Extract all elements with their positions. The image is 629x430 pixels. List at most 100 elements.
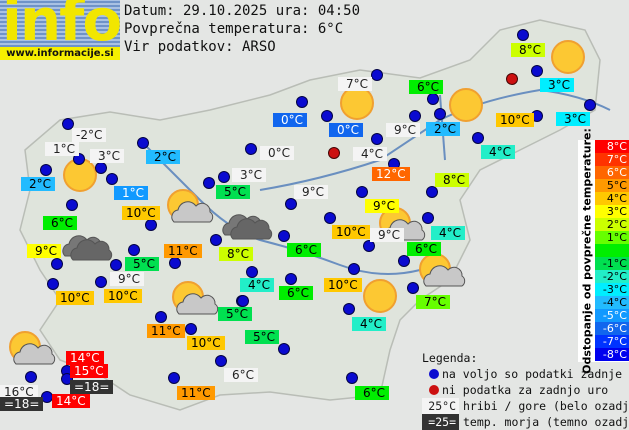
station-temperature-label: 2°C — [21, 177, 55, 191]
station-dot[interactable] — [371, 69, 383, 81]
legend-mountain: hribi / gore (belo ozadje) — [463, 399, 629, 413]
site-url[interactable]: www.informacije.si — [0, 47, 120, 60]
river — [259, 88, 611, 191]
station-dot[interactable] — [25, 371, 37, 383]
station-dot[interactable] — [137, 137, 149, 149]
station-dot[interactable] — [168, 372, 180, 384]
partly-cloudy-icon — [167, 189, 214, 223]
sun-icon — [449, 88, 483, 122]
station-temperature-label: 6°C — [43, 216, 77, 230]
station-dot[interactable] — [321, 110, 333, 122]
station-dot[interactable] — [407, 282, 419, 294]
station-temperature-label: 9°C — [365, 199, 399, 213]
station-temperature-label: 10°C — [496, 113, 534, 127]
station-dot[interactable] — [106, 173, 118, 185]
mountain-temperature-label: 16°C — [0, 385, 38, 399]
station-dot[interactable] — [472, 132, 484, 144]
station-dot[interactable] — [145, 219, 157, 231]
station-dot[interactable] — [110, 259, 122, 271]
station-dot[interactable] — [434, 108, 446, 120]
station-dot[interactable] — [296, 96, 308, 108]
station-dot[interactable] — [278, 343, 290, 355]
station-temperature-label: 11°C — [164, 244, 202, 258]
station-dot[interactable] — [363, 240, 375, 252]
station-dot[interactable] — [155, 311, 167, 323]
legend-sea: temp. morja (temno ozadje) — [463, 415, 629, 429]
station-dot[interactable] — [62, 118, 74, 130]
station-dot[interactable] — [324, 212, 336, 224]
station-dot[interactable] — [185, 323, 197, 335]
station-dot[interactable] — [426, 186, 438, 198]
station-temperature-label: 5°C — [218, 307, 252, 321]
station-temperature-label: 10°C — [122, 206, 160, 220]
station-missing-dot[interactable] — [328, 147, 340, 159]
scale-step: -3°C — [595, 283, 629, 296]
station-temperature-label: 4°C — [240, 278, 274, 292]
station-temperature-label: 5°C — [125, 257, 159, 271]
station-temperature-label: 11°C — [177, 386, 215, 400]
station-dot[interactable] — [40, 164, 52, 176]
station-dot[interactable] — [95, 162, 107, 174]
station-dot[interactable] — [169, 257, 181, 269]
station-dot[interactable] — [343, 303, 355, 315]
blue-dot-icon — [429, 369, 439, 379]
station-dot[interactable] — [517, 29, 529, 41]
station-dot[interactable] — [128, 244, 140, 256]
station-dot[interactable] — [237, 295, 249, 307]
station-dot[interactable] — [73, 153, 85, 165]
station-missing-dot[interactable] — [506, 73, 518, 85]
station-temperature-label: 10°C — [56, 291, 94, 305]
station-temperature-label: 6°C — [279, 286, 313, 300]
average-temperature: Povprečna temperatura: 6°C — [124, 21, 344, 37]
station-dot[interactable] — [51, 258, 63, 270]
mountain-temperature-label: 9°C — [294, 185, 328, 199]
scale-step: -6°C — [595, 322, 629, 335]
station-dot[interactable] — [66, 199, 78, 211]
legend-title: Legenda: — [422, 351, 478, 365]
station-dot[interactable] — [47, 278, 59, 290]
station-dot[interactable] — [422, 212, 434, 224]
station-dot[interactable] — [285, 198, 297, 210]
station-dot[interactable] — [203, 177, 215, 189]
station-dot[interactable] — [285, 273, 297, 285]
legend-missing: ni podatka za zadnjo uro — [442, 383, 609, 397]
mountain-temperature-label: 1°C — [45, 142, 79, 156]
station-temperature-label: 6°C — [355, 386, 389, 400]
station-temperature-label: 0°C — [273, 113, 307, 127]
station-dot[interactable] — [278, 230, 290, 242]
station-dot[interactable] — [371, 133, 383, 145]
station-dot[interactable] — [356, 186, 368, 198]
cloud-icon — [62, 235, 113, 261]
station-dot[interactable] — [346, 372, 358, 384]
station-temperature-label: 15°C — [70, 364, 108, 378]
logo[interactable]: info — [0, 0, 120, 47]
station-dot[interactable] — [215, 355, 227, 367]
station-temperature-label: 4°C — [431, 226, 465, 240]
station-temperature-label: 12°C — [372, 167, 410, 181]
scale-step: -8°C — [595, 348, 629, 361]
scale-step: 6°C — [595, 166, 629, 179]
station-dot[interactable] — [95, 276, 107, 288]
station-temperature-label: 14°C — [52, 394, 90, 408]
station-temperature-label: 0°C — [329, 123, 363, 137]
station-dot[interactable] — [246, 266, 258, 278]
station-dot[interactable] — [245, 143, 257, 155]
station-temperature-label: 11°C — [147, 324, 185, 338]
mountain-temperature-label: 9°C — [110, 272, 144, 286]
mountain-temperature-label: 9°C — [386, 123, 420, 137]
station-dot[interactable] — [409, 110, 421, 122]
sun-icon — [551, 40, 585, 74]
station-temperature-label: 6°C — [409, 80, 443, 94]
station-dot[interactable] — [348, 263, 360, 275]
station-dot[interactable] — [584, 99, 596, 111]
station-temperature-label: 10°C — [187, 336, 225, 350]
scale-step: 5°C — [595, 179, 629, 192]
station-dot[interactable] — [531, 65, 543, 77]
station-dot[interactable] — [210, 234, 222, 246]
station-dot[interactable] — [218, 171, 230, 183]
station-temperature-label: 7°C — [416, 295, 450, 309]
station-temperature-label: 9°C — [27, 244, 61, 258]
station-dot[interactable] — [427, 93, 439, 105]
station-dot[interactable] — [398, 255, 410, 267]
station-temperature-label: 10°C — [104, 289, 142, 303]
